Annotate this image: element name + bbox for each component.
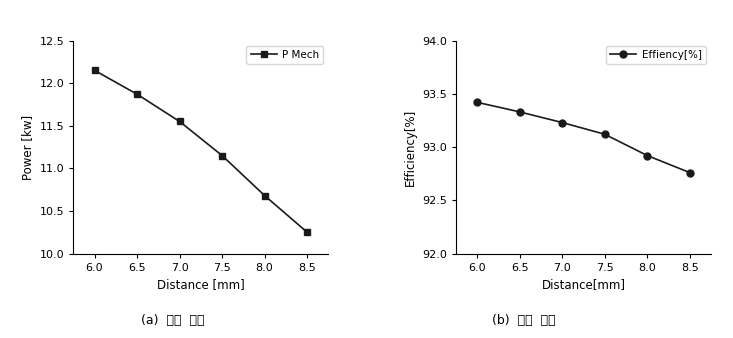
Effiency[%] xyxy=(558,121,567,125)
Y-axis label: Efficiency[%]: Efficiency[%] xyxy=(403,108,416,186)
Legend: Effiency[%]: Effiency[%] xyxy=(606,46,706,64)
P Mech xyxy=(175,119,184,123)
X-axis label: Distance[mm]: Distance[mm] xyxy=(542,278,625,291)
X-axis label: Distance [mm]: Distance [mm] xyxy=(157,278,245,291)
Effiency[%] xyxy=(600,132,609,136)
Effiency[%] xyxy=(643,153,652,158)
Text: (b)  효율  결과: (b) 효율 결과 xyxy=(493,314,556,327)
Legend: P Mech: P Mech xyxy=(246,46,323,64)
Y-axis label: Power [kw]: Power [kw] xyxy=(21,115,34,179)
Line: Effiency[%]: Effiency[%] xyxy=(474,99,693,176)
P Mech xyxy=(133,92,141,96)
Effiency[%] xyxy=(685,171,694,175)
Effiency[%] xyxy=(515,110,524,114)
P Mech xyxy=(218,153,226,158)
Effiency[%] xyxy=(473,100,482,104)
Text: (a)  출력  결과: (a) 출력 결과 xyxy=(141,314,204,327)
P Mech xyxy=(260,194,269,198)
Line: P Mech: P Mech xyxy=(91,67,311,236)
P Mech xyxy=(303,230,312,234)
P Mech xyxy=(90,68,99,72)
